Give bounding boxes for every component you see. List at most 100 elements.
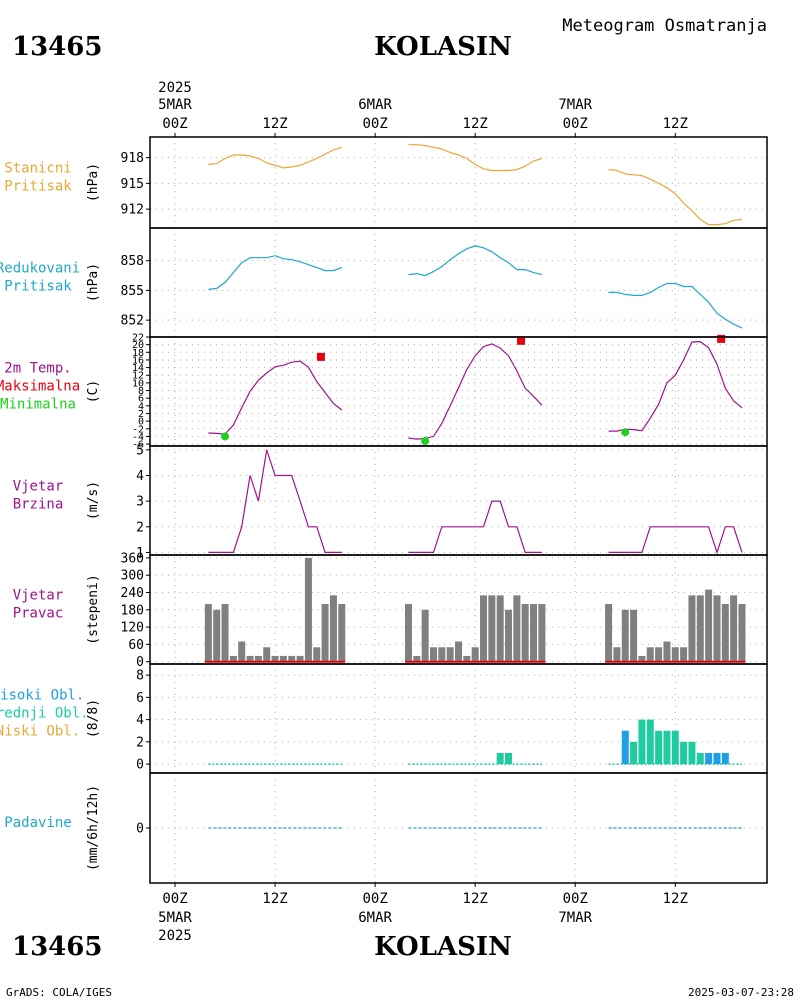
cloud-bar [713, 752, 721, 765]
direction-bar [271, 655, 279, 662]
time-tick-label-top: 00Z [362, 116, 387, 132]
panel-label-line: Pritisak [4, 279, 72, 295]
y-tick-label: 2 [136, 520, 144, 535]
direction-bar [221, 604, 229, 662]
y-tick-label: 20 [132, 340, 144, 351]
cloud-bar [621, 730, 629, 765]
direction-bar [605, 604, 613, 662]
panel-frame [149, 445, 768, 556]
panel-frame [149, 136, 768, 229]
panel-label-line: Vjetar [13, 588, 64, 604]
y-tick-label: 8 [136, 669, 144, 684]
y-tick-label: 18 [132, 348, 144, 359]
direction-bar [421, 609, 429, 662]
series-line [608, 526, 743, 555]
direction-bar [213, 609, 221, 662]
direction-bar [229, 655, 237, 662]
direction-bar [730, 595, 738, 662]
direction-bar [471, 647, 479, 662]
panel-station-pressure: 912 915 918 (hPa) Stanicni Pritisak [4, 136, 768, 229]
panel-reduced-pressure: 852 855 858 (hPa) Redukovani Pritisak [0, 227, 768, 338]
panel-label-line: Niski Obl. [0, 724, 80, 740]
y-axis-label: (mm/6h/12h) [86, 785, 101, 871]
panel-label-line: Minimalna [0, 397, 76, 413]
day-label-top: 6MAR [358, 97, 392, 113]
direction-bar [680, 647, 688, 662]
series-line [408, 245, 543, 277]
y-tick-label: 5 [136, 443, 144, 458]
series-line [608, 340, 743, 432]
y-tick-label: 915 [121, 177, 144, 192]
y-tick-label: 855 [121, 284, 144, 299]
direction-bar [463, 655, 471, 662]
year-label-bottom: 2025 [158, 928, 192, 944]
y-tick-label: 3 [136, 495, 144, 510]
direction-bar [638, 655, 646, 662]
day-label-top: 7MAR [558, 97, 592, 113]
panel-label-line: Maksimalna [0, 379, 80, 395]
series-line [608, 282, 743, 329]
direction-bar [713, 595, 721, 662]
direction-bar [296, 655, 304, 662]
credit-text: GrADS: COLA/IGES [6, 986, 112, 999]
cloud-bar [630, 741, 638, 765]
direction-bar [538, 604, 546, 662]
direction-bar [279, 655, 287, 662]
panel-label-line: Pritisak [4, 179, 72, 195]
series-line [208, 146, 342, 169]
direction-bar [505, 609, 513, 662]
y-tick-label: 22 [132, 333, 144, 344]
direction-bar [655, 647, 663, 662]
year-label-top: 2025 [158, 80, 192, 96]
panel-label-line: Visoki Obl. [0, 688, 84, 704]
direction-bar [304, 557, 312, 662]
y-tick-label: 6 [138, 394, 144, 405]
tmax-marker [517, 336, 526, 345]
cloud-bar [671, 730, 679, 765]
panel-frame [149, 336, 768, 447]
tmin-marker [621, 428, 630, 437]
y-tick-label: 120 [121, 621, 144, 636]
station-name-top: KOLASIN [374, 32, 512, 62]
direction-bar [204, 604, 212, 662]
direction-bar [246, 655, 254, 662]
y-tick-label: 240 [121, 586, 144, 601]
y-axis-label: (hPa) [86, 163, 101, 202]
direction-bar [455, 641, 462, 662]
direction-bar [688, 595, 696, 662]
y-tick-label: 4 [136, 713, 144, 728]
direction-bar [313, 647, 321, 662]
panel-label-line: Srednji Obl. [0, 706, 89, 722]
y-tick-label: 16 [132, 355, 144, 366]
y-axis-label: (hPa) [86, 263, 101, 302]
chart-panels: 912915918(hPa)StanicniPritisak852855858(… [0, 136, 768, 884]
direction-bar [321, 604, 329, 662]
cloud-bar [688, 741, 696, 765]
time-tick-label-bottom: 00Z [563, 891, 588, 907]
y-tick-label: 2 [136, 735, 144, 750]
panel-label-line: Brzina [13, 497, 64, 513]
direction-bar [254, 655, 262, 662]
time-tick-label-bottom: 12Z [463, 891, 488, 907]
direction-bar [530, 604, 538, 662]
y-tick-label: 12 [132, 371, 144, 382]
y-tick-label: 360 [121, 551, 144, 566]
panel-frame [149, 227, 768, 338]
day-label-top: 5MAR [158, 97, 192, 113]
direction-bar [696, 595, 704, 662]
y-axis-label: (8/8) [86, 699, 101, 738]
time-tick-label-top: 00Z [162, 116, 187, 132]
direction-bar [238, 641, 246, 662]
y-tick-label: 0 [136, 822, 144, 837]
time-tick-label-top: 00Z [563, 116, 588, 132]
series-line [608, 169, 743, 226]
direction-bar [663, 641, 671, 662]
time-tick-label-bottom: 12Z [262, 891, 287, 907]
direction-bar [738, 604, 746, 662]
direction-bar [721, 604, 729, 662]
y-tick-label: 0 [136, 655, 144, 670]
y-tick-label: 4 [136, 469, 144, 484]
